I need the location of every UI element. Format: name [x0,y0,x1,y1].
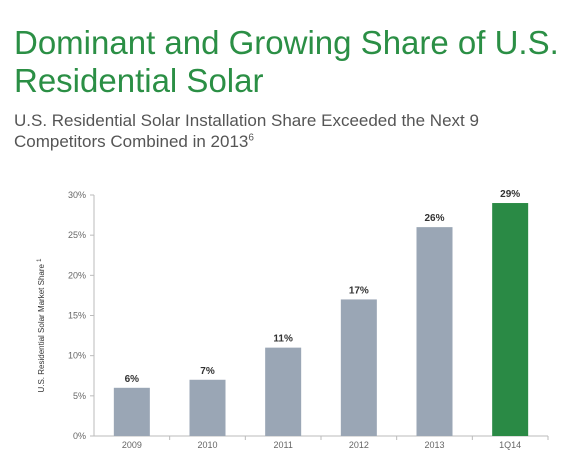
data-label-2013: 26% [424,213,444,224]
y-tick-label: 10% [68,351,86,361]
y-tick-label: 20% [68,270,86,280]
chart-axes: 0% 5% 10% 15% 20% 25% 30% 2009 2010 2011 2012 2013 1… [68,190,549,450]
bar-2013 [416,227,453,436]
data-label-2012: 17% [349,285,369,296]
y-axis-label-footnote: 1 [37,258,43,262]
x-tick-label: 1Q14 [499,440,521,450]
subtitle-text: U.S. Residential Solar Installation Shar… [14,111,479,151]
bar-2009 [113,387,150,436]
y-tick-label: 30% [68,190,86,200]
y-tick-label: 25% [68,230,86,240]
bar-2011 [265,347,302,436]
y-axis-label: U.S. Residential Solar Market Share 1 [37,258,46,393]
bar-2012 [340,299,377,436]
subtitle-footnote: 6 [248,132,254,144]
data-label-2009: 6% [125,374,140,385]
x-tick-label: 2010 [197,440,217,450]
data-label-1Q14: 29% [500,189,520,200]
y-tick-label: 0% [73,431,86,441]
data-label-2011: 11% [273,334,293,345]
y-tick-label: 15% [68,311,86,321]
chart-bars [113,203,529,436]
bar-2010 [189,379,226,436]
page-title: Dominant and Growing Share of U.S. Resid… [14,24,559,99]
bar-1Q14 [492,203,529,436]
x-tick-label: 2011 [273,440,292,450]
x-tick-label: 2009 [122,440,142,450]
chart-data-labels: 6% 7% 11% 17% 26% 29% [125,189,521,385]
x-tick-label: 2012 [349,440,369,450]
x-tick-label: 2013 [424,440,444,450]
y-tick-label: 5% [73,391,86,401]
page-subtitle: U.S. Residential Solar Installation Shar… [14,110,570,152]
data-label-2010: 7% [200,366,215,377]
